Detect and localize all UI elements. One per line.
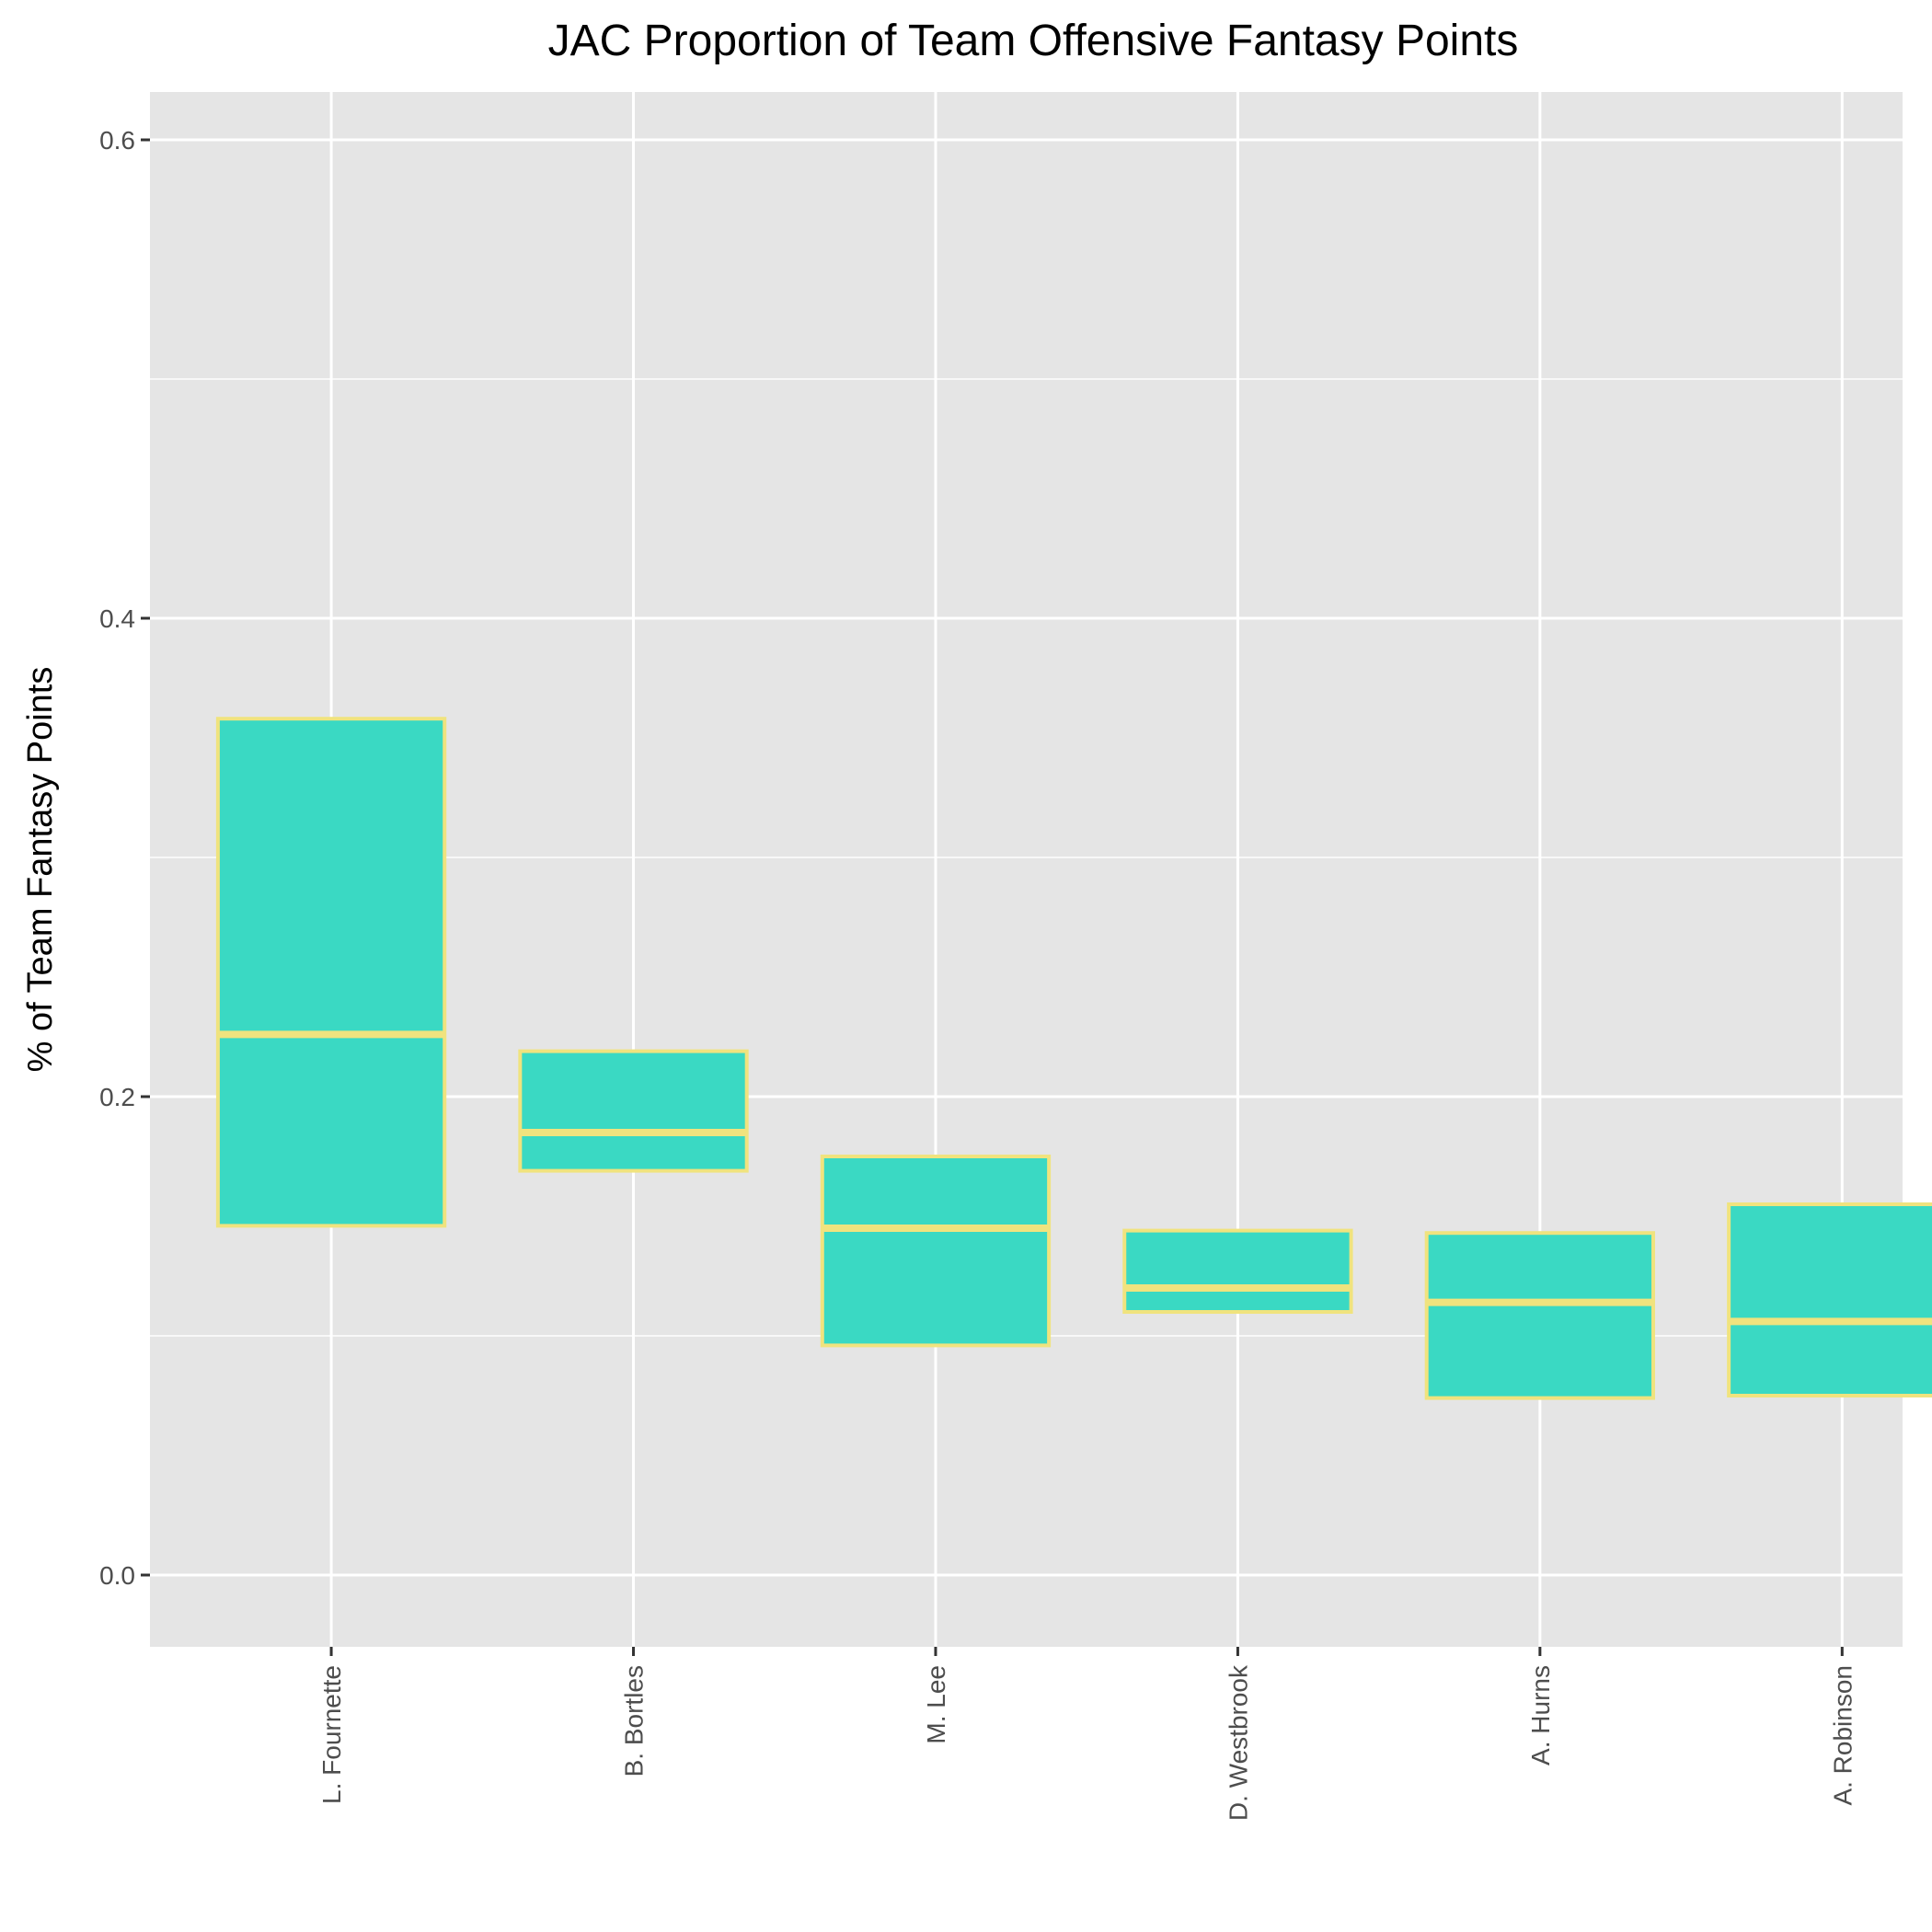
- boxes-layer: [215, 717, 1932, 1400]
- grid-layer: [150, 92, 1903, 1647]
- y-tick-label: 0.0: [99, 1561, 135, 1590]
- x-tick-label: A. Robinson: [1828, 1665, 1857, 1806]
- y-tick-label: 0.4: [99, 604, 135, 633]
- x-tick-label: B. Bortles: [620, 1665, 649, 1777]
- x-tick-label: D. Westbrook: [1224, 1664, 1252, 1821]
- box-2: [820, 1155, 1052, 1348]
- box-0: [215, 717, 447, 1228]
- box-body: [820, 1155, 1052, 1348]
- box-4: [1424, 1231, 1656, 1400]
- box-3: [1122, 1228, 1353, 1314]
- box-body: [215, 717, 447, 1228]
- box-1: [518, 1049, 749, 1173]
- box-body: [1727, 1202, 1932, 1397]
- x-tick-label: M. Lee: [922, 1665, 950, 1744]
- y-axis-label: % of Team Fantasy Points: [21, 667, 60, 1073]
- x-tick-label: L. Fournette: [317, 1665, 346, 1804]
- axes-layer: 0.0 0.2 0.4 0.6 L. Fournette B. Bortles M. Lee…: [99, 126, 1857, 1821]
- box-body: [1424, 1231, 1656, 1400]
- y-tick-label: 0.6: [99, 126, 135, 155]
- box-body: [518, 1049, 749, 1173]
- box-5: [1727, 1202, 1932, 1397]
- y-tick-label: 0.2: [99, 1083, 135, 1111]
- box-body: [1122, 1228, 1353, 1314]
- x-tick-label: A. Hurns: [1526, 1665, 1555, 1765]
- chart-title: JAC Proportion of Team Offensive Fantasy…: [548, 17, 1519, 65]
